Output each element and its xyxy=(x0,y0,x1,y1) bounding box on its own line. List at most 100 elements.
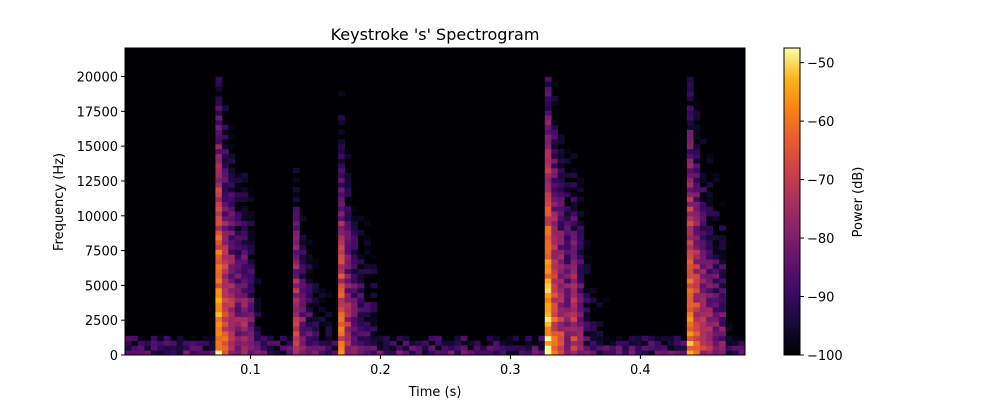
spectrogram-cell xyxy=(215,172,223,178)
spectrogram-cell xyxy=(564,211,572,217)
spectrogram-cell xyxy=(551,148,559,154)
spectrogram-cell xyxy=(699,211,707,217)
spectrogram-cell xyxy=(157,345,165,351)
spectrogram-cell xyxy=(344,263,352,270)
spectrogram-cell xyxy=(215,158,223,164)
spectrogram-cell xyxy=(208,350,216,356)
spectrogram-cell xyxy=(699,215,707,222)
spectrogram-cell xyxy=(699,331,707,337)
spectrogram-cell xyxy=(590,350,597,356)
spectrogram-cell xyxy=(357,215,365,222)
spectrogram-cell xyxy=(577,235,584,241)
spectrogram-cell xyxy=(318,292,326,298)
spectrogram-cell xyxy=(693,239,701,246)
spectrogram-cell xyxy=(706,278,714,284)
spectrogram-cell xyxy=(221,225,229,231)
spectrogram-cell xyxy=(221,206,229,212)
spectrogram-cell xyxy=(208,340,216,346)
spectrogram-cell xyxy=(544,115,552,121)
spectrogram-cell xyxy=(435,350,442,356)
spectrogram-cell xyxy=(221,134,229,140)
spectrogram-cell xyxy=(712,239,720,246)
spectrogram-cell xyxy=(370,283,378,289)
spectrogram-cell xyxy=(241,302,249,308)
spectrogram-cell xyxy=(221,278,229,284)
spectrogram-cell xyxy=(260,350,268,356)
spectrogram-cell xyxy=(557,321,565,327)
spectrogram-cell xyxy=(370,326,378,332)
spectrogram-cell xyxy=(544,273,552,279)
spectrogram-cell xyxy=(667,335,675,342)
spectrogram-cell xyxy=(557,278,565,284)
spectrogram-cell xyxy=(719,307,727,313)
spectrogram-cell xyxy=(719,278,727,284)
spectrogram-cell xyxy=(305,287,313,294)
spectrogram-cell xyxy=(344,283,352,289)
spectrogram-cell xyxy=(557,182,565,188)
spectrogram-cell xyxy=(221,143,229,150)
spectrogram-cell xyxy=(467,350,475,356)
spectrogram-cell xyxy=(228,124,236,130)
spectrogram-cell xyxy=(221,201,229,207)
spectrogram-cell xyxy=(699,172,707,178)
spectrogram-cell xyxy=(202,345,210,351)
spectrogram-cell xyxy=(699,139,707,145)
spectrogram-cell xyxy=(564,239,572,246)
spectrogram-cell xyxy=(357,331,365,337)
spectrogram-cell xyxy=(686,283,694,289)
spectrogram-cell xyxy=(551,235,559,241)
spectrogram-cell xyxy=(693,244,701,250)
spectrogram-cell xyxy=(228,177,236,183)
spectrogram-cell xyxy=(396,350,404,356)
spectrogram-cell xyxy=(602,335,610,342)
spectrogram-cell xyxy=(234,235,242,241)
spectrogram-cell xyxy=(363,220,371,226)
spectrogram-cell xyxy=(228,172,236,178)
spectrogram-cell xyxy=(706,331,714,337)
spectrogram-cell xyxy=(738,345,746,351)
spectrogram-cell xyxy=(344,350,352,356)
spectrogram-cell xyxy=(719,335,727,342)
spectrogram-cell xyxy=(241,196,249,202)
spectrogram-cell xyxy=(215,307,223,313)
spectrogram-cell xyxy=(525,340,533,346)
spectrogram-cell xyxy=(228,143,236,150)
x-tick-label: 0.1 xyxy=(240,363,261,378)
spectrogram-cell xyxy=(557,287,565,294)
spectrogram-cell xyxy=(557,158,565,164)
spectrogram-cell xyxy=(583,350,591,356)
spectrogram-cell xyxy=(551,81,559,87)
spectrogram-cell xyxy=(699,220,707,226)
spectrogram-cell xyxy=(706,292,714,298)
spectrogram-cell xyxy=(447,340,455,346)
spectrogram-cell xyxy=(357,273,365,279)
spectrogram-cell xyxy=(402,335,410,342)
spectrogram-cell xyxy=(299,316,307,322)
spectrogram-cell xyxy=(267,345,274,351)
spectrogram-cell xyxy=(628,335,636,342)
spectrogram-cell xyxy=(351,239,358,246)
spectrogram-cell xyxy=(422,350,429,356)
spectrogram-cell xyxy=(338,273,345,279)
spectrogram-cell xyxy=(706,297,714,303)
spectrogram-cell xyxy=(564,182,572,188)
spectrogram-cell xyxy=(215,292,223,298)
spectrogram-cell xyxy=(247,321,255,327)
spectrogram-cell xyxy=(544,335,552,342)
spectrogram-cell xyxy=(551,177,559,183)
spectrogram-cell xyxy=(544,206,552,212)
spectrogram-cell xyxy=(292,187,300,193)
spectrogram-cell xyxy=(564,340,572,346)
spectrogram-cell xyxy=(150,340,158,346)
spectrogram-cell xyxy=(570,235,578,241)
spectrogram-cell xyxy=(577,230,584,236)
spectrogram-cell xyxy=(215,331,223,337)
spectrogram-cell xyxy=(125,350,132,356)
spectrogram-cell xyxy=(221,172,229,178)
spectrogram-cell xyxy=(577,292,584,298)
spectrogram-cell xyxy=(551,158,559,164)
spectrogram-cell xyxy=(719,244,727,250)
spectrogram-cell xyxy=(241,254,249,260)
spectrogram-cell xyxy=(686,254,694,260)
spectrogram-cell xyxy=(338,345,345,351)
